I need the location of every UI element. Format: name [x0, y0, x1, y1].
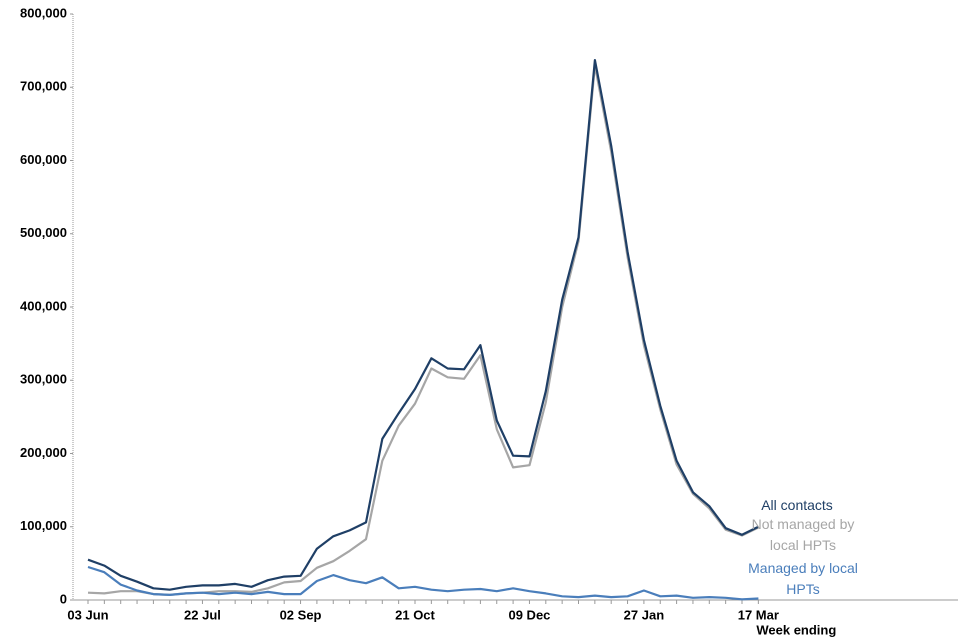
y-tick-label: 200,000	[20, 445, 67, 460]
x-tick-label: 09 Dec	[508, 607, 550, 622]
x-tick-label: 21 Oct	[395, 607, 435, 622]
x-axis-label: Week ending	[756, 622, 836, 637]
series-label: Not managed by local HPTs	[751, 516, 855, 553]
y-tick-label: 0	[60, 591, 67, 606]
x-tick-label: 17 Mar	[738, 607, 779, 622]
series-line	[87, 59, 759, 591]
y-tick-label: 500,000	[20, 225, 67, 240]
y-tick-label: 700,000	[20, 79, 67, 94]
series-label: Managed by local HPTs	[748, 560, 858, 597]
y-tick-label: 600,000	[20, 152, 67, 167]
series-line	[87, 64, 759, 596]
series-label: All contacts	[761, 497, 833, 513]
x-tick-label: 27 Jan	[624, 607, 665, 622]
y-tick-label: 100,000	[20, 518, 67, 533]
y-tick-label: 300,000	[20, 372, 67, 387]
x-tick-label: 03 Jun	[67, 607, 108, 622]
x-tick-label: 02 Sep	[280, 607, 322, 622]
y-tick-label: 400,000	[20, 298, 67, 313]
series-line	[87, 565, 759, 601]
y-tick-label: 800,000	[20, 5, 67, 20]
x-tick-label: 22 Jul	[184, 607, 221, 622]
